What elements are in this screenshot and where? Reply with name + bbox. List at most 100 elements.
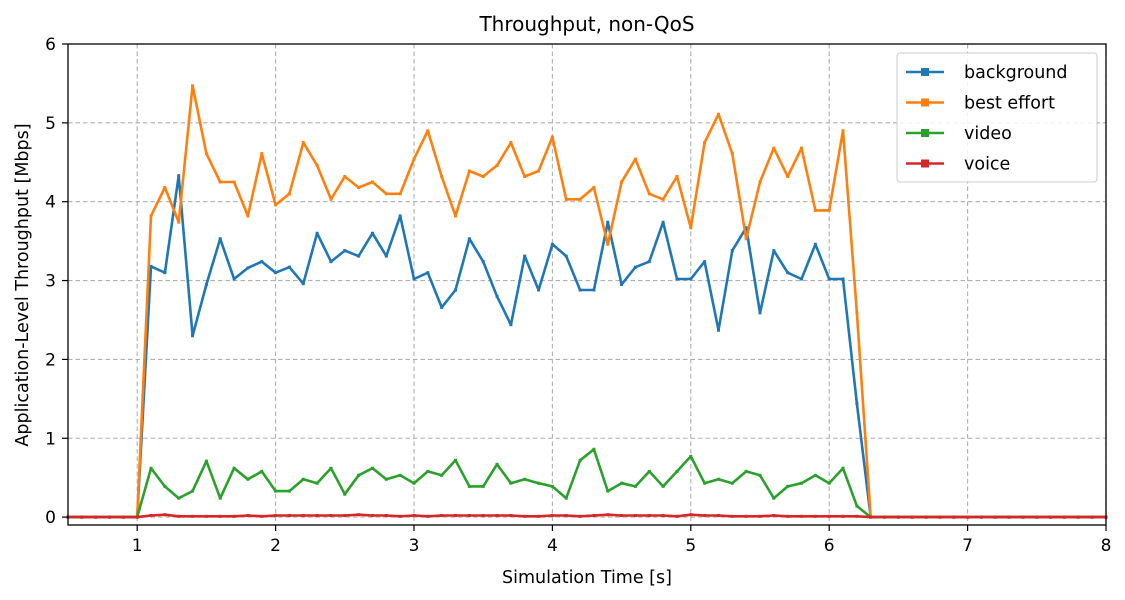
data-point	[703, 260, 707, 264]
data-point	[440, 473, 444, 477]
data-point	[177, 496, 181, 500]
data-point	[703, 514, 707, 518]
data-point	[883, 515, 887, 519]
data-point	[412, 277, 416, 281]
data-point	[1035, 515, 1039, 519]
data-point	[1090, 515, 1094, 519]
data-point	[800, 481, 804, 485]
data-point	[260, 469, 264, 473]
data-point	[454, 288, 458, 292]
data-point	[1007, 515, 1011, 519]
data-point	[343, 174, 347, 178]
data-point	[744, 237, 748, 241]
data-point	[163, 513, 167, 517]
data-point	[550, 484, 554, 488]
data-point	[730, 249, 734, 253]
data-point	[772, 496, 776, 500]
data-point	[523, 254, 527, 258]
data-point	[703, 481, 707, 485]
data-point	[647, 469, 651, 473]
data-point	[938, 515, 942, 519]
data-point	[841, 277, 845, 281]
series-video	[66, 447, 1108, 519]
data-point	[689, 513, 693, 517]
data-point	[329, 260, 333, 264]
y-tick-label: 5	[45, 114, 56, 134]
data-point	[509, 481, 513, 485]
data-point	[647, 514, 651, 518]
x-axis-title: Simulation Time [s]	[502, 568, 672, 588]
data-point	[467, 514, 471, 518]
data-point	[343, 514, 347, 518]
data-point	[633, 514, 637, 518]
data-point	[260, 152, 264, 156]
data-point	[454, 214, 458, 218]
data-point	[910, 515, 914, 519]
data-point	[855, 311, 859, 315]
data-point	[246, 514, 250, 518]
data-point	[675, 514, 679, 518]
data-point	[218, 237, 222, 241]
legend-swatch-marker	[921, 129, 929, 137]
data-point	[1049, 515, 1053, 519]
data-point	[315, 481, 319, 485]
data-point	[592, 447, 596, 451]
data-point	[827, 514, 831, 518]
data-point	[260, 514, 264, 518]
data-point	[329, 197, 333, 201]
x-tick-label: 2	[270, 536, 281, 556]
data-point	[869, 515, 873, 519]
data-point	[647, 192, 651, 196]
data-point	[384, 514, 388, 518]
data-point	[675, 277, 679, 281]
data-point	[758, 514, 762, 518]
data-point	[952, 515, 956, 519]
plot-frame	[67, 43, 1107, 526]
legend-box	[896, 52, 1098, 183]
data-point	[841, 514, 845, 518]
data-point	[537, 288, 541, 292]
data-point	[661, 197, 665, 201]
data-point	[550, 135, 554, 139]
data-point	[744, 226, 748, 230]
data-point	[191, 334, 195, 338]
data-point	[287, 514, 291, 518]
data-point	[550, 514, 554, 518]
data-point	[786, 271, 790, 275]
data-point	[1021, 515, 1025, 519]
x-tick-label: 1	[132, 536, 143, 556]
data-point	[855, 504, 859, 508]
series-line-voice	[68, 513, 1106, 519]
data-point	[979, 515, 983, 519]
legend-label: video	[964, 124, 1012, 144]
data-point	[218, 496, 222, 500]
data-point	[163, 484, 167, 488]
data-point	[661, 220, 665, 224]
data-point	[620, 180, 624, 184]
data-point	[675, 469, 679, 473]
data-point	[633, 265, 637, 269]
x-tick-label: 6	[824, 536, 835, 556]
data-point	[440, 305, 444, 309]
data-point	[467, 484, 471, 488]
data-point	[772, 146, 776, 150]
data-point	[467, 169, 471, 173]
data-point	[481, 260, 485, 264]
data-point	[370, 466, 374, 470]
data-point	[509, 323, 513, 327]
y-tick-label: 0	[45, 508, 56, 528]
data-point	[481, 174, 485, 178]
data-point	[855, 402, 859, 406]
legend-item-background: background	[906, 63, 1068, 83]
data-point	[177, 514, 181, 518]
data-point	[813, 514, 817, 518]
data-point	[357, 186, 361, 190]
data-point	[177, 220, 181, 224]
data-point	[426, 514, 430, 518]
data-point	[384, 192, 388, 196]
data-point	[924, 515, 928, 519]
y-tick-label: 6	[45, 35, 56, 55]
data-point	[467, 237, 471, 241]
data-point	[495, 163, 499, 167]
legend-label: voice	[964, 155, 1010, 175]
